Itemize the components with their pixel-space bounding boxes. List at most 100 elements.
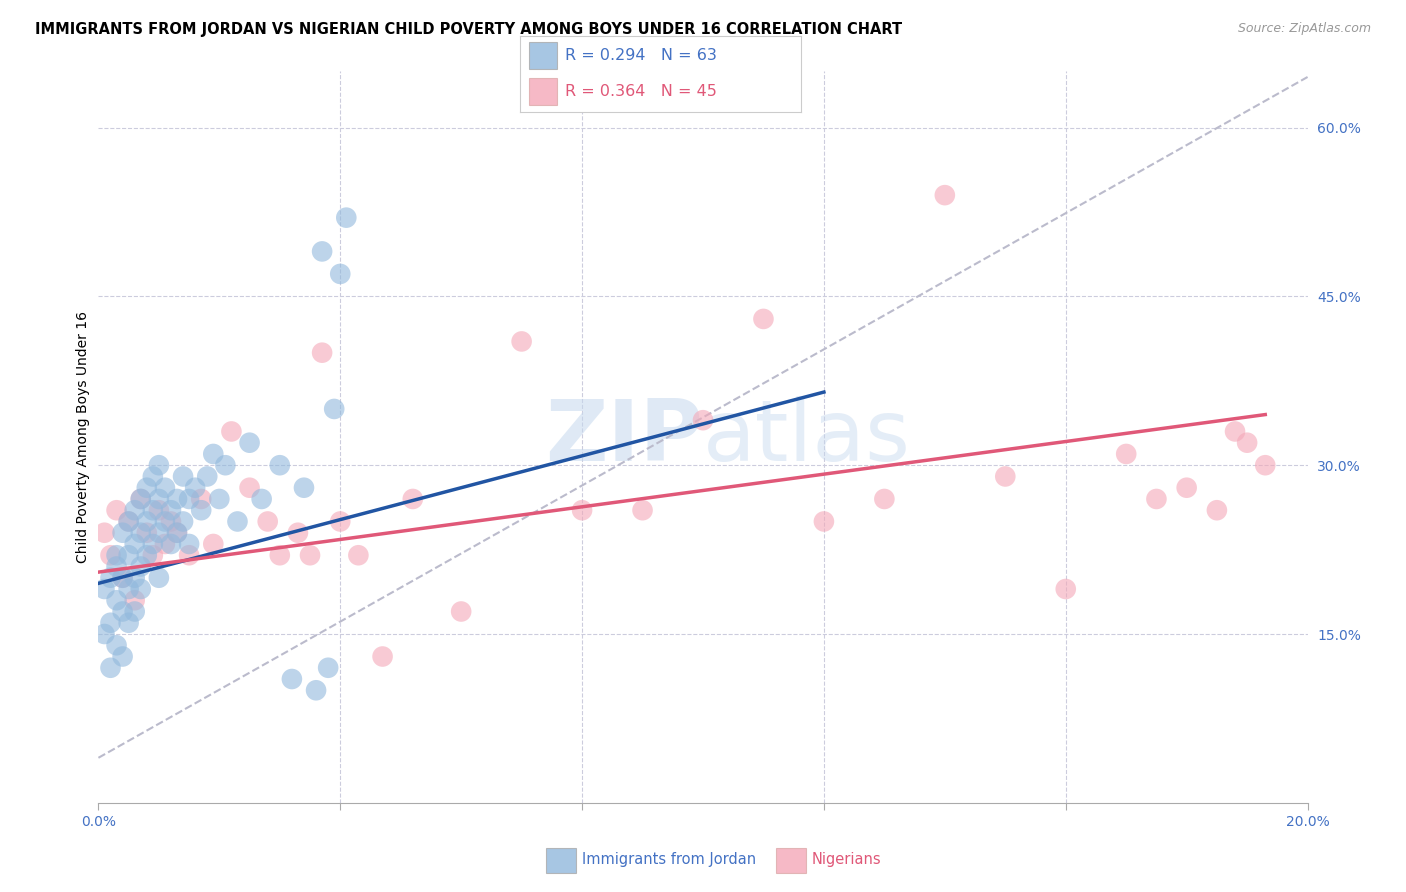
Point (172, 469, 194, 483)
Point (239, 481, 262, 495)
Point (1236, 435, 1258, 450)
Point (571, 503, 593, 517)
Point (124, 503, 146, 517)
Bar (529, 78, 557, 105)
Point (179, 491, 201, 506)
Text: Immigrants from Jordan: Immigrants from Jordan (582, 852, 756, 867)
Text: ZIP: ZIP (546, 395, 703, 479)
Point (190, 491, 212, 506)
Point (873, 491, 896, 506)
Point (311, 345, 333, 359)
Point (323, 401, 346, 416)
Point (305, 683, 328, 698)
Point (1175, 481, 1198, 495)
Point (166, 525, 188, 540)
Point (105, 503, 128, 517)
Point (148, 503, 170, 517)
Point (347, 548, 370, 562)
Point (195, 469, 218, 483)
Point (100, 661, 122, 675)
Point (105, 548, 128, 562)
Point (129, 559, 152, 574)
Point (335, 211, 357, 225)
Point (148, 525, 170, 540)
Point (813, 515, 835, 529)
Point (135, 548, 157, 562)
Point (692, 413, 714, 427)
Point (269, 548, 291, 562)
Point (1206, 503, 1229, 517)
Point (208, 491, 231, 506)
Point (118, 515, 141, 529)
Point (292, 481, 315, 495)
Point (124, 605, 146, 619)
Point (402, 491, 425, 506)
Point (329, 515, 352, 529)
Point (111, 525, 134, 540)
Point (100, 615, 122, 630)
Text: R = 0.364   N = 45: R = 0.364 N = 45 (565, 84, 717, 99)
Point (111, 571, 134, 585)
Point (135, 525, 157, 540)
Point (1144, 491, 1167, 506)
Point (153, 537, 176, 551)
Point (118, 582, 141, 596)
Point (311, 244, 333, 259)
Point (166, 525, 188, 540)
Point (124, 593, 146, 607)
Point (111, 649, 134, 664)
Point (179, 548, 201, 562)
Point (93, 627, 115, 641)
Point (142, 537, 165, 551)
Point (287, 525, 309, 540)
Point (153, 515, 176, 529)
Point (105, 559, 128, 574)
Point (256, 515, 278, 529)
Text: Nigerians: Nigerians (811, 852, 882, 867)
Bar (776, 848, 806, 872)
Point (142, 469, 165, 483)
Point (100, 571, 122, 585)
Point (111, 571, 134, 585)
Point (250, 491, 273, 506)
Point (105, 593, 128, 607)
Point (1254, 458, 1277, 473)
Point (221, 425, 243, 439)
Point (148, 571, 170, 585)
Point (450, 605, 472, 619)
Point (93, 525, 115, 540)
Point (148, 458, 170, 473)
Point (153, 481, 176, 495)
Point (142, 503, 165, 517)
Point (281, 672, 304, 686)
Text: Source: ZipAtlas.com: Source: ZipAtlas.com (1237, 22, 1371, 36)
Point (226, 515, 249, 529)
Point (148, 491, 170, 506)
Point (631, 503, 654, 517)
Point (124, 571, 146, 585)
Point (166, 491, 188, 506)
Point (316, 661, 339, 675)
Point (93, 582, 115, 596)
Text: atlas: atlas (703, 395, 911, 479)
Point (160, 503, 183, 517)
Point (1054, 582, 1077, 596)
Point (135, 515, 157, 529)
Point (160, 515, 183, 529)
Point (129, 582, 152, 596)
Point (118, 548, 141, 562)
Point (994, 469, 1017, 483)
Point (190, 503, 212, 517)
Bar (529, 42, 557, 69)
Point (299, 548, 322, 562)
Point (179, 537, 201, 551)
Point (111, 605, 134, 619)
Point (202, 447, 225, 461)
Point (142, 548, 165, 562)
Text: R = 0.294   N = 63: R = 0.294 N = 63 (565, 48, 717, 63)
Point (105, 638, 128, 652)
Point (124, 537, 146, 551)
Point (118, 615, 141, 630)
Point (239, 435, 262, 450)
Point (329, 267, 352, 281)
